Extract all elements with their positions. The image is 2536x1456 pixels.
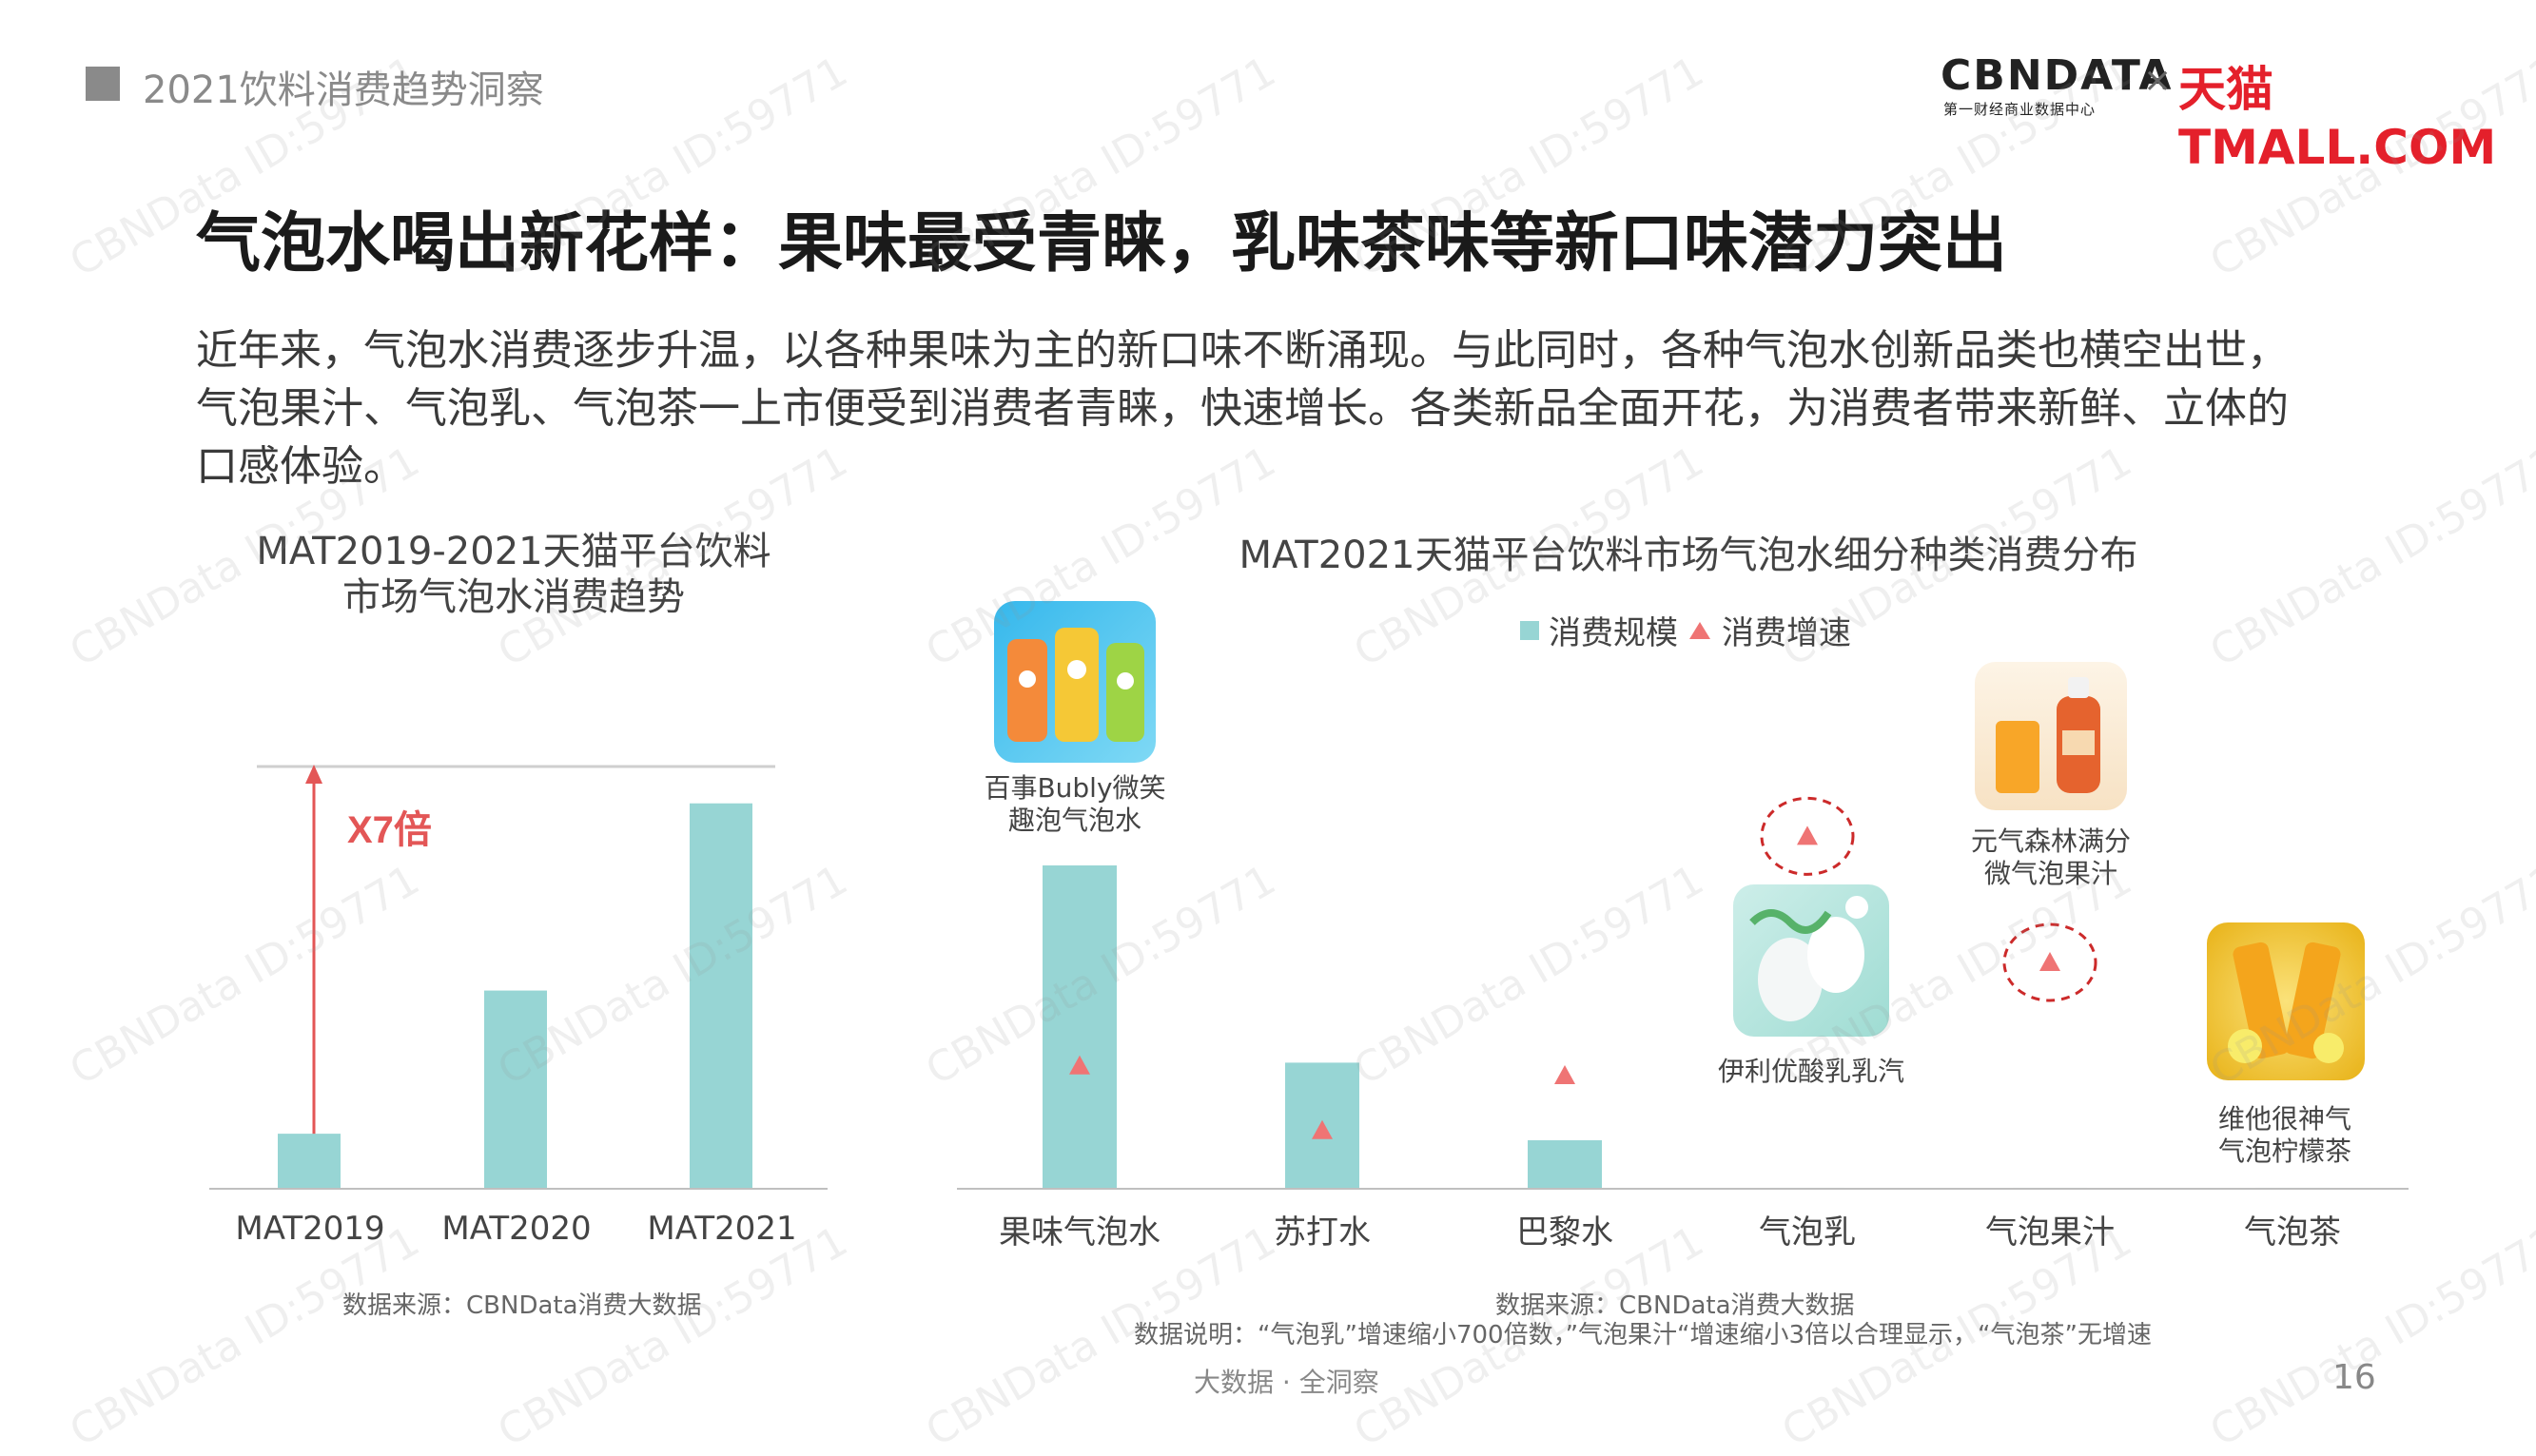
product-label-lemon-tea: 维他很神气 气泡柠檬茶	[2161, 1103, 2409, 1168]
side-tab-label: 健康升级	[12, 781, 51, 941]
juice-bottle-image	[1975, 662, 2127, 810]
chart1-growth-arrow-head	[305, 765, 322, 784]
chart2-highlight-circle	[1760, 796, 1855, 876]
chart2-tick-label: 气泡乳	[1759, 1213, 1856, 1252]
product-label-line: 趣泡气泡水	[1007, 805, 1141, 836]
legend-square-icon	[1520, 620, 1539, 640]
side-tab-health[interactable]: 健康升级	[2, 767, 61, 955]
header-square-icon	[86, 67, 120, 101]
intro-paragraph: 近年来，气泡水消费逐步升温，以各种果味为主的新口味不断涌现。与此同时，各种气泡水…	[196, 321, 2384, 495]
chart2-tick-label: 巴黎水	[1516, 1213, 1613, 1252]
chart1-bars	[278, 803, 752, 1189]
chart1-bar	[278, 1134, 341, 1189]
chart2-tick-label: 果味气泡水	[999, 1213, 1161, 1252]
cbndata-logo-subtitle: 第一财经商业数据中心	[1943, 101, 2097, 118]
chart2-legend: 消费规模 消费增速	[1520, 607, 1851, 653]
chart1-title-line: MAT2019-2021天猫平台饮料	[256, 530, 771, 573]
lemon-tea-icon	[2228, 942, 2344, 1063]
product-label-line: 气泡柠檬茶	[2217, 1136, 2351, 1167]
bubly-cans-icon	[1007, 628, 1144, 742]
chart1-source: 数据来源：CBNData消费大数据	[342, 1291, 702, 1320]
logo-separator: ×	[2143, 61, 2173, 100]
legend-growth-label: 消费增速	[1722, 614, 1851, 652]
side-tab-label: 立体口感	[12, 581, 51, 741]
chart2-bar	[1528, 1140, 1602, 1189]
legend-scale-label: 消费规模	[1549, 614, 1678, 652]
chart1-title-line: 市场气泡水消费趋势	[342, 575, 685, 619]
intro-line: 近年来，气泡水消费逐步升温，以各种果味为主的新口味不断涌现。与此同时，各种气泡水…	[196, 326, 2289, 375]
juice-bottle-icon	[1996, 677, 2100, 793]
report-title: 2021饮料消费趋势洞察	[143, 68, 544, 112]
footer-slogan: 大数据 · 全洞察	[1194, 1367, 1379, 1398]
product-label-juice: 元气森林满分 微气泡果汁	[1927, 825, 2175, 890]
chart2-note: 数据说明：“气泡乳”增速缩小700倍数，”气泡果汁“增速缩小3倍以合理显示，“气…	[1134, 1321, 2152, 1349]
chart1-annotation: X7倍	[347, 809, 432, 851]
chart2-tick-label: 苏打水	[1274, 1213, 1371, 1252]
chart2-tick-label: 气泡果汁	[1985, 1213, 2115, 1252]
chart1-tick-label: MAT2019	[235, 1210, 385, 1248]
product-label-line: 百事Bubly微笑	[984, 772, 1166, 804]
page-number: 16	[2332, 1358, 2376, 1397]
chart2-tick-label: 气泡茶	[2244, 1213, 2341, 1252]
product-label-line: 微气泡果汁	[1983, 858, 2117, 889]
side-tab-emotion[interactable]: 情感共鸣	[2, 966, 61, 1162]
chart1-tick-label: MAT2021	[647, 1210, 797, 1248]
bubly-cans-image	[994, 601, 1156, 763]
chart2-bar	[1043, 865, 1117, 1189]
product-label-bubly: 百事Bubly微笑 趣泡气泡水	[951, 772, 1199, 837]
tmall-logo: 天猫TMALL.COM	[2178, 62, 2497, 175]
chart2-growth-marker	[1554, 1065, 1575, 1084]
milk-soda-icon	[1749, 896, 1868, 1021]
product-label-milk: 伊利优酸乳乳汽	[1687, 1056, 1935, 1088]
chart1-bar	[484, 990, 547, 1189]
milk-soda-image	[1733, 884, 1889, 1037]
legend-triangle-icon	[1689, 621, 1710, 639]
chart1-tick-label: MAT2020	[441, 1210, 592, 1248]
chart1-title: MAT2019-2021天猫平台饮料 市场气泡水消费趋势	[219, 529, 809, 620]
chart2-growth-markers	[1069, 796, 2097, 1139]
chart2-svg	[957, 796, 2409, 1190]
chart2-growth-marker	[1069, 1055, 1090, 1075]
intro-line: 口感体验。	[196, 442, 405, 491]
chart2-growth-marker	[1797, 825, 1818, 845]
intro-line: 气泡果汁、气泡乳、气泡茶一上市便受到消费者青睐，快速增长。各类新品全面开花，为消…	[196, 384, 2289, 433]
chart2-growth-marker	[1312, 1119, 1333, 1139]
chart1-bar	[690, 803, 752, 1189]
chart2-bars	[1043, 865, 2330, 1189]
headline: 气泡水喝出新花样：果味最受青睐，乳味茶味等新口味潜力突出	[196, 206, 2008, 281]
product-label-line: 伊利优酸乳乳汽	[1717, 1056, 1904, 1087]
side-tab-texture[interactable]: 立体口感	[2, 567, 61, 755]
product-label-line: 维他很神气	[2217, 1103, 2351, 1135]
chart2-growth-marker	[2039, 952, 2060, 971]
chart1-svg: X7倍	[209, 765, 828, 1190]
lemon-tea-image	[2207, 922, 2365, 1080]
cbndata-logo: CBNDATA	[1941, 51, 2174, 100]
side-tab-label: 情感共鸣	[12, 984, 51, 1144]
chart2-source: 数据来源：CBNData消费大数据	[1495, 1291, 1855, 1320]
product-label-line: 元气森林满分	[1970, 825, 2131, 857]
chart2-highlight-circle	[2002, 922, 2097, 1002]
chart2-title: MAT2021天猫平台饮料市场气泡水细分种类消费分布	[1239, 534, 2138, 577]
